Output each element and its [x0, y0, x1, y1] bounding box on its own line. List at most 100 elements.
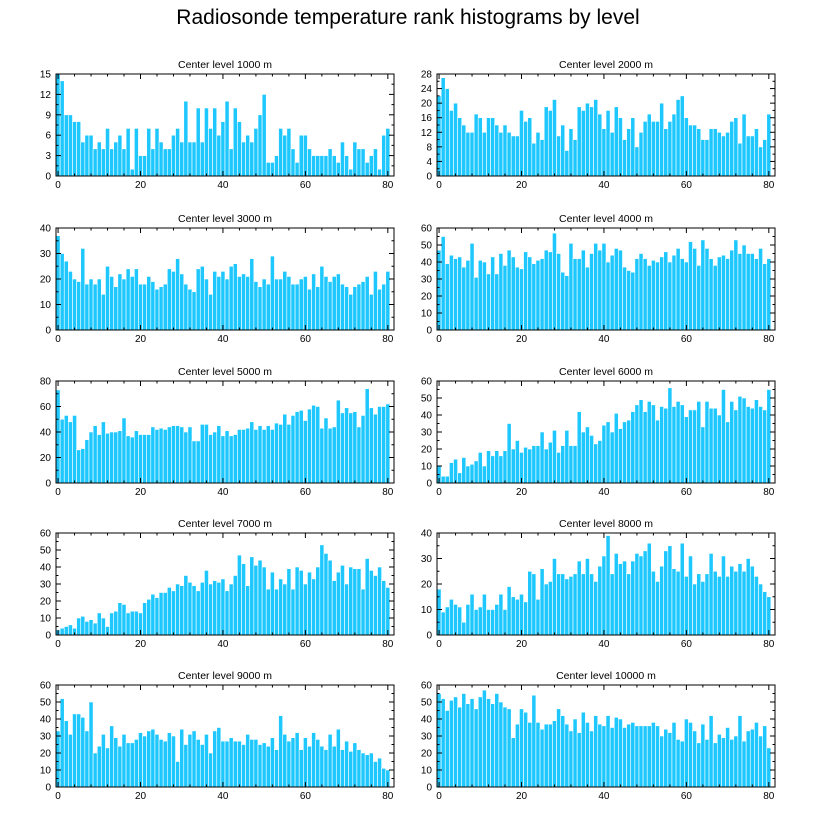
histogram-bar: [547, 441, 553, 484]
histogram-bar: [613, 716, 619, 788]
histogram-bar: [364, 754, 370, 788]
histogram-bar: [307, 408, 312, 484]
y-tick-label: 10: [40, 766, 52, 777]
y-tick-label: 40: [40, 428, 52, 439]
histogram-bar: [232, 107, 238, 177]
histogram-bar: [356, 568, 362, 636]
histogram-bar: [613, 412, 619, 484]
histogram-bar: [286, 568, 292, 636]
histogram-bar: [265, 283, 271, 331]
histogram-bar: [609, 431, 615, 484]
histogram-bar: [348, 293, 354, 331]
histogram-bar: [440, 611, 446, 636]
histogram-bar: [758, 248, 763, 331]
histogram-bar: [519, 708, 524, 788]
histogram-bar: [453, 458, 458, 484]
panel-title: Center level 3000 m: [178, 213, 272, 225]
histogram-bar: [377, 406, 382, 484]
histogram-bar: [146, 128, 152, 177]
histogram-bar: [228, 737, 234, 788]
histogram-bar: [741, 113, 747, 177]
histogram-bar: [700, 581, 706, 636]
histogram-bar: [319, 265, 325, 331]
histogram-bar: [278, 578, 284, 636]
histogram-bar: [626, 419, 632, 484]
histogram-bar: [659, 256, 665, 331]
histogram-bar: [465, 131, 471, 177]
histogram-bar: [96, 612, 102, 636]
histogram-bar: [171, 425, 176, 484]
histogram-bar: [704, 573, 710, 636]
histogram-bar: [745, 135, 751, 177]
histogram-bar: [729, 739, 735, 788]
y-tick-label: 20: [40, 453, 52, 464]
histogram-bar: [364, 276, 370, 331]
histogram-bar: [733, 117, 739, 177]
y-tick-label: 9: [45, 110, 51, 121]
histogram-bar: [274, 749, 279, 788]
histogram-bar: [274, 155, 279, 177]
histogram-bar: [745, 558, 751, 636]
histogram-bar: [593, 581, 599, 636]
histogram-bar: [68, 114, 73, 177]
histogram-bar: [490, 455, 496, 484]
histogram-bar: [679, 95, 685, 177]
x-tick-label: 80: [763, 334, 775, 345]
histogram-bar: [708, 407, 714, 484]
histogram-bar: [134, 430, 139, 484]
histogram-bar: [290, 283, 296, 331]
histogram-bar: [117, 273, 123, 331]
histogram-bar: [568, 576, 574, 636]
histogram-bar: [737, 395, 743, 484]
histogram-bar: [449, 462, 454, 484]
histogram-bar: [716, 576, 722, 636]
histogram-bar: [158, 427, 164, 484]
histogram-bar: [696, 573, 702, 636]
histogram-bar: [560, 573, 566, 636]
y-tick-label: 60: [40, 402, 52, 413]
histogram-bar: [461, 457, 467, 484]
y-tick-label: 60: [421, 224, 433, 235]
histogram-bar: [290, 588, 296, 636]
histogram-bar: [729, 249, 735, 331]
histogram-bar: [638, 555, 644, 636]
x-tick-label: 20: [135, 487, 147, 498]
histogram-bar: [303, 420, 308, 484]
histogram-bar: [290, 415, 296, 484]
y-tick-label: 20: [40, 597, 52, 608]
histogram-bar: [580, 573, 586, 636]
histogram-bar: [618, 718, 623, 788]
histogram-bar: [101, 421, 106, 484]
histogram-bar: [712, 742, 718, 788]
y-tick-label: 10: [421, 605, 433, 616]
histogram-bar: [303, 134, 308, 177]
histogram-bar: [721, 389, 726, 484]
histogram-bar: [199, 744, 205, 788]
histogram-bar: [88, 701, 94, 788]
histogram-bar: [142, 735, 147, 788]
histogram-bar: [597, 249, 603, 331]
histogram-bar: [76, 281, 82, 331]
histogram-bar: [547, 723, 553, 788]
histogram-bar: [129, 276, 135, 331]
histogram-bar: [498, 455, 504, 484]
histogram-bar: [444, 263, 450, 331]
x-tick-label: 0: [55, 180, 61, 191]
histogram-bar: [733, 735, 739, 788]
histogram-bar: [63, 260, 69, 331]
histogram-bar: [175, 258, 180, 331]
histogram-bar: [613, 553, 619, 636]
histogram-bar: [224, 100, 230, 177]
histogram-bar: [741, 397, 747, 484]
histogram-bar: [721, 135, 726, 177]
histogram-bar: [237, 554, 242, 636]
histogram-bar: [179, 273, 185, 331]
histogram-bar: [449, 699, 454, 788]
histogram-bar: [340, 141, 345, 177]
histogram-bar: [749, 253, 755, 331]
histogram-bar: [473, 460, 479, 484]
histogram-bar: [166, 268, 172, 331]
histogram-bar: [101, 293, 106, 331]
histogram-bar: [311, 273, 316, 331]
histogram-bar: [72, 713, 77, 788]
